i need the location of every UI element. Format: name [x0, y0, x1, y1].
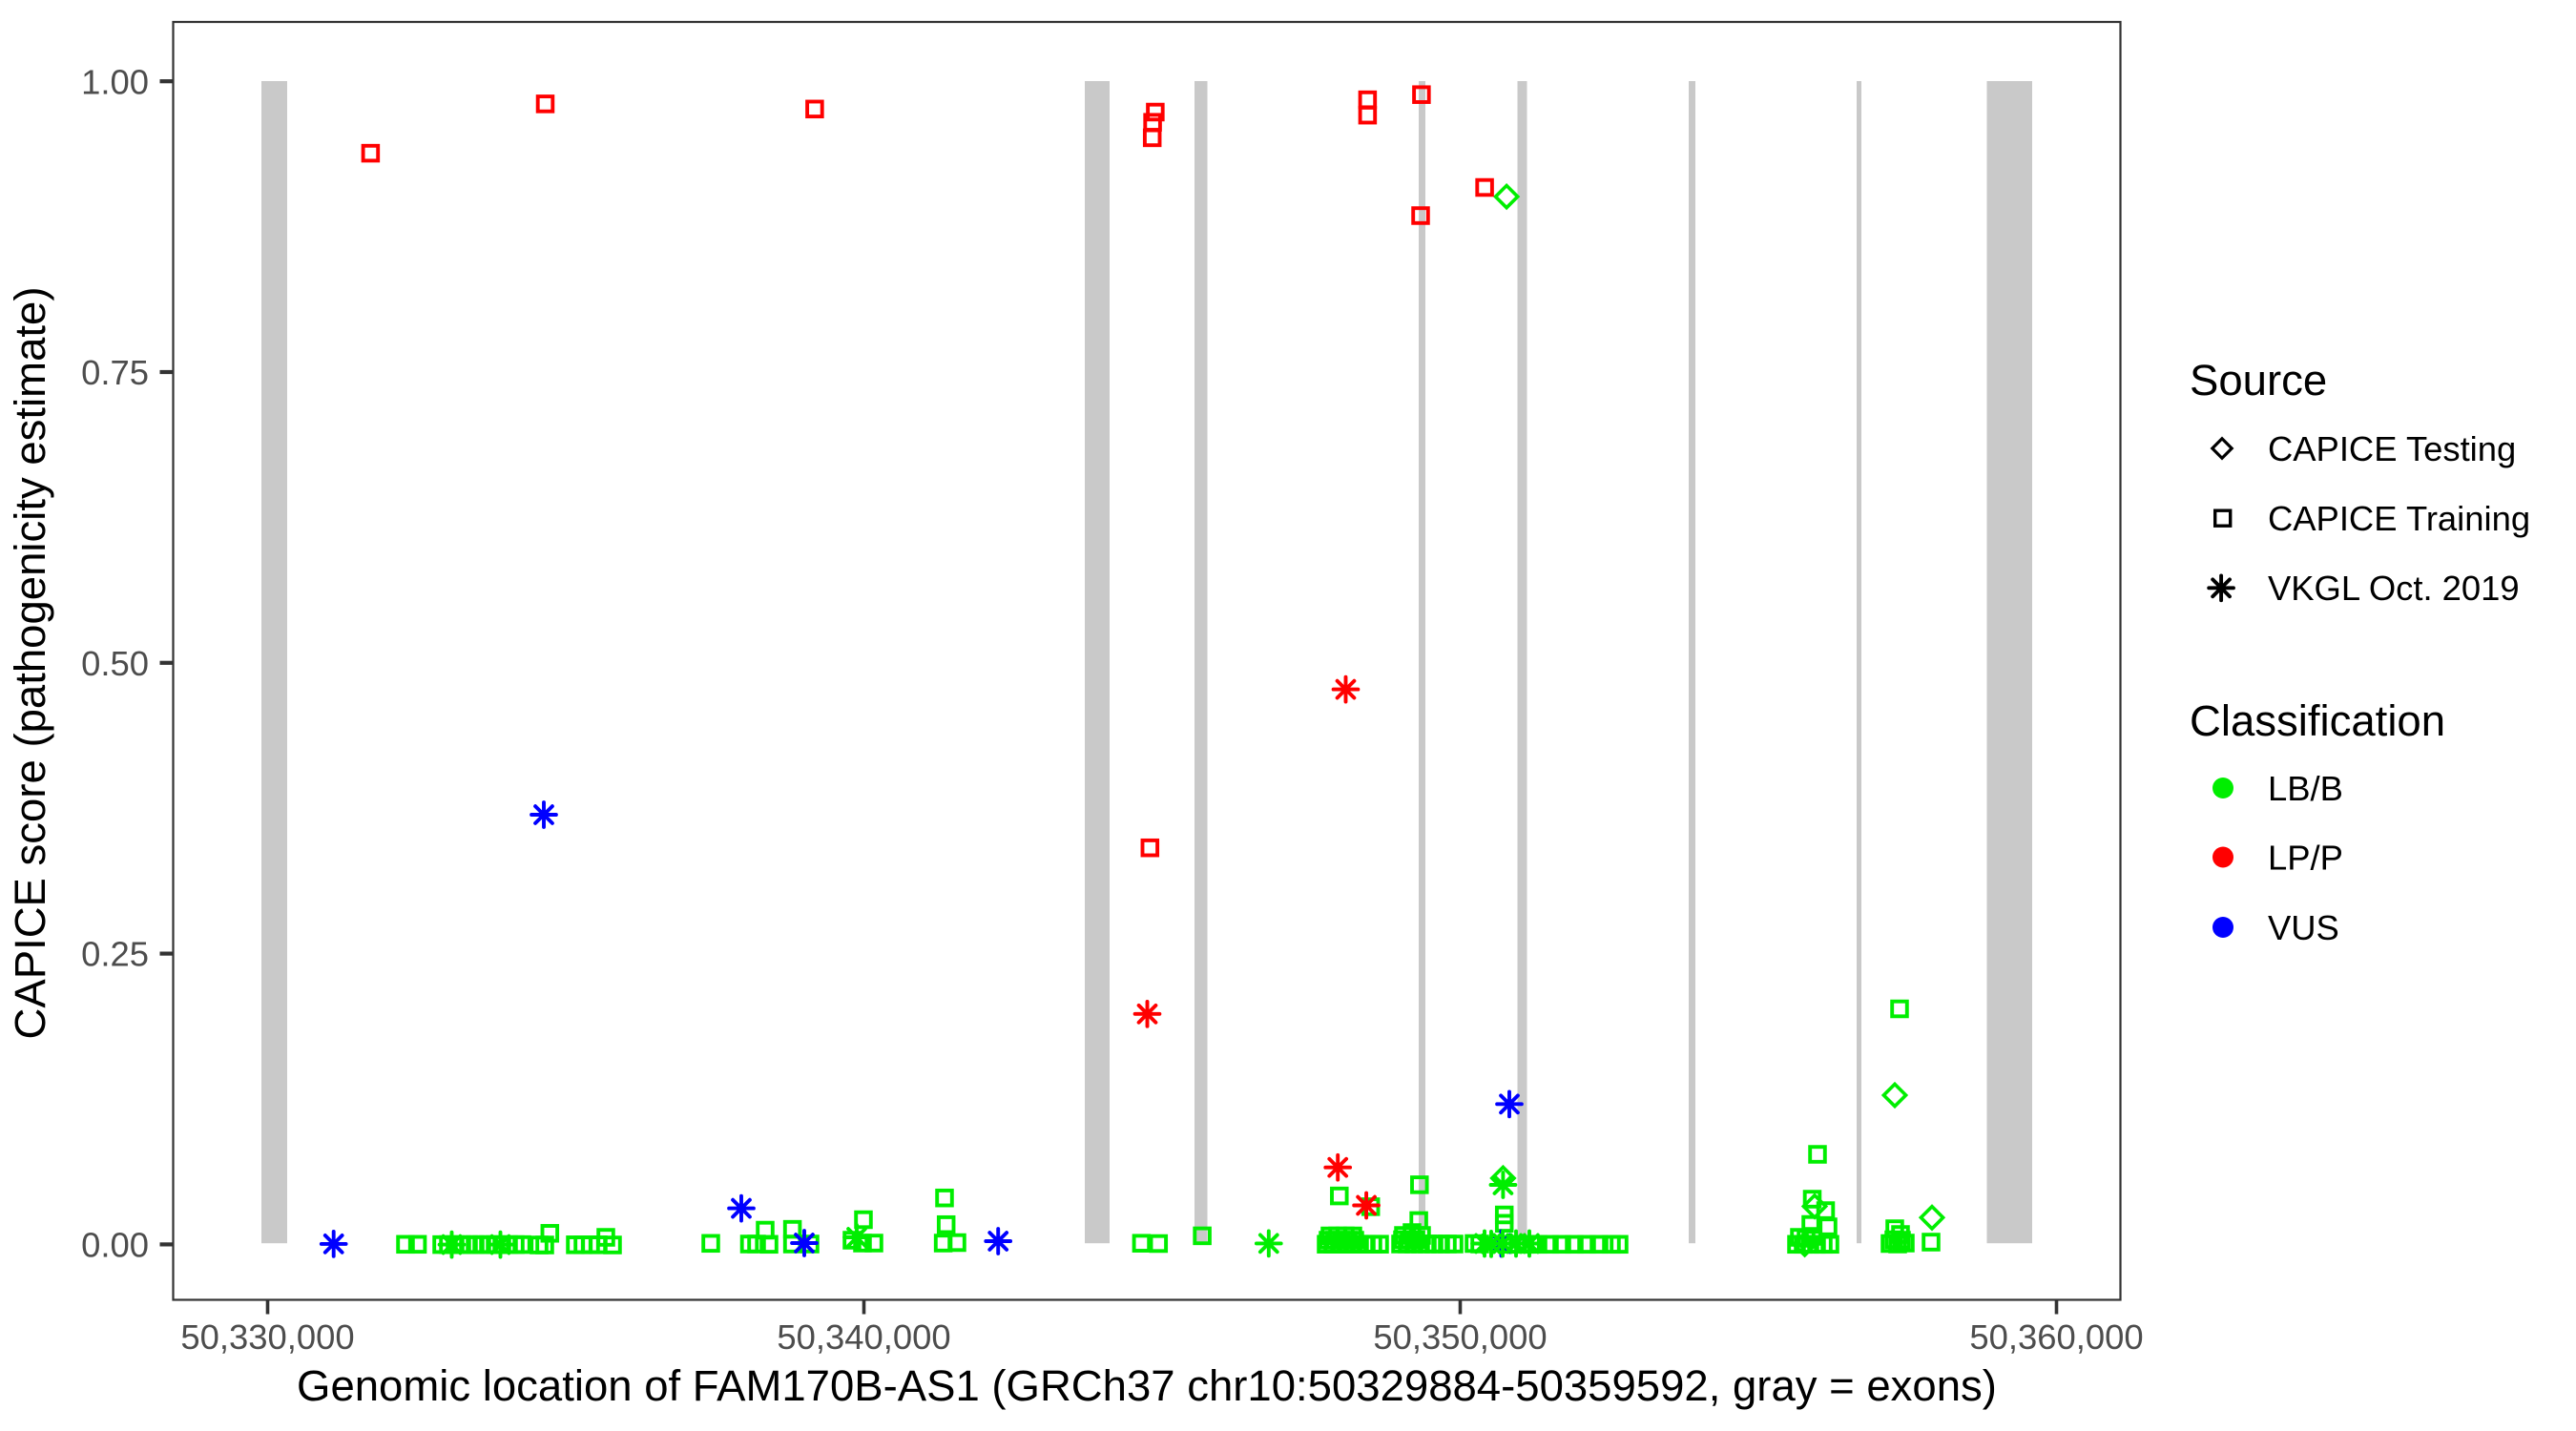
svg-text:50,340,000: 50,340,000 — [777, 1317, 950, 1357]
svg-text:0.00: 0.00 — [81, 1226, 149, 1265]
svg-text:0.25: 0.25 — [81, 935, 149, 974]
svg-text:VKGL Oct. 2019: VKGL Oct. 2019 — [2268, 569, 2520, 608]
svg-text:Genomic location of FAM170B-AS: Genomic location of FAM170B-AS1 (GRCh37 … — [297, 1361, 1997, 1410]
svg-text:CAPICE Testing: CAPICE Testing — [2268, 429, 2516, 468]
svg-text:50,330,000: 50,330,000 — [180, 1317, 354, 1357]
svg-text:Classification: Classification — [2190, 696, 2445, 745]
svg-text:VUS: VUS — [2268, 908, 2339, 947]
svg-text:1.00: 1.00 — [81, 62, 149, 101]
svg-text:50,360,000: 50,360,000 — [1969, 1317, 2143, 1357]
svg-text:Source: Source — [2190, 356, 2327, 404]
svg-text:LB/B: LB/B — [2268, 769, 2343, 808]
svg-text:CAPICE Training: CAPICE Training — [2268, 499, 2530, 538]
svg-text:LP/P: LP/P — [2268, 839, 2343, 878]
svg-text:0.75: 0.75 — [81, 353, 149, 392]
svg-text:50,350,000: 50,350,000 — [1373, 1317, 1547, 1357]
svg-text:CAPICE score (pathogenicity es: CAPICE score (pathogenicity estimate) — [6, 287, 54, 1040]
svg-text:0.50: 0.50 — [81, 644, 149, 683]
